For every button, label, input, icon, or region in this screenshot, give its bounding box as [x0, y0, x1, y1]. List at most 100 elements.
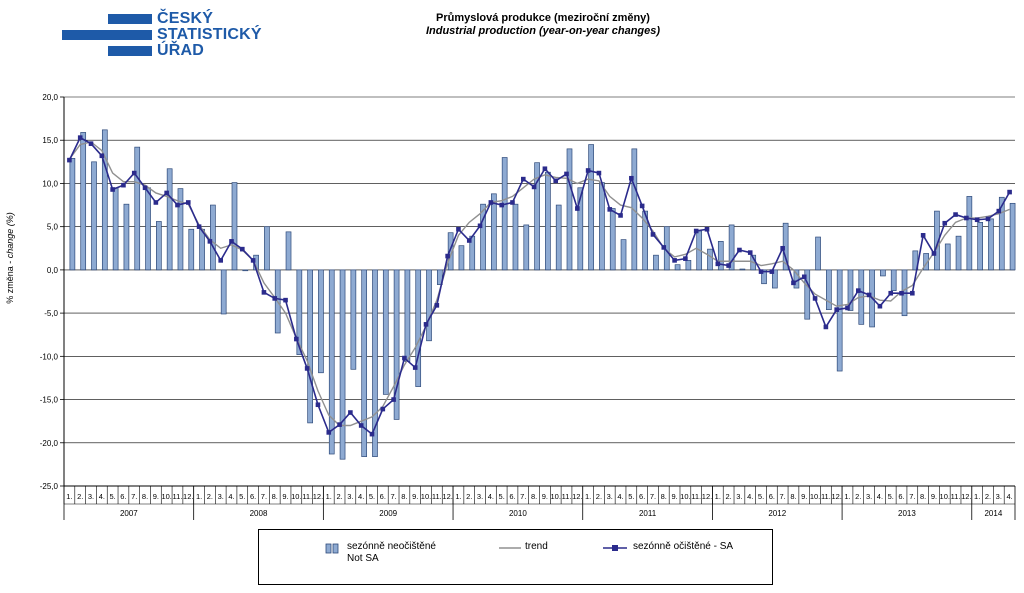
y-tick-label: -15,0 [40, 396, 59, 405]
month-label: 11. [691, 492, 701, 501]
sa-point [596, 170, 602, 176]
sa-point [920, 233, 926, 238]
bar-nsa [826, 269, 832, 311]
sa-point [726, 263, 731, 268]
sa-point [153, 200, 159, 205]
month-label: 1. [455, 492, 461, 501]
chart-legend: sezónně neočištěné Not SA trend sezónně … [258, 529, 773, 585]
legend-label-nsa-line1: sezónně neočištěné [347, 541, 436, 552]
sa-point [715, 261, 721, 267]
bar-nsa [491, 193, 497, 271]
sa-point [337, 422, 342, 427]
bar-nsa [339, 269, 346, 460]
month-label: 3. [477, 492, 483, 501]
month-label: 4. [228, 492, 234, 501]
sa-point [683, 256, 688, 261]
sa-point [823, 324, 829, 330]
bar-nsa [890, 269, 897, 291]
bar-nsa [555, 204, 562, 271]
bar-nsa [847, 269, 854, 311]
month-label: 4. [617, 492, 623, 501]
bar-nsa [880, 269, 886, 277]
sa-point [985, 216, 991, 222]
bar-nsa [393, 269, 400, 420]
sa-point [780, 245, 785, 251]
month-label: 11. [821, 492, 831, 501]
month-label: 3. [607, 492, 613, 501]
czso-logo: ČESKÝ STATISTICKÝ ÚŘAD [62, 10, 262, 60]
month-label: 2. [207, 492, 213, 501]
month-label: 3. [218, 492, 224, 501]
sa-point [553, 178, 559, 184]
sa-point [131, 170, 137, 176]
month-label: 4. [488, 492, 494, 501]
month-label: 3. [347, 492, 353, 501]
month-label: 1. [326, 492, 332, 501]
sa-point [402, 355, 407, 361]
sa-point [77, 135, 83, 140]
bar-nsa [923, 253, 929, 271]
month-label: 1. [974, 492, 980, 501]
bar-nsa [382, 269, 389, 395]
sa-point [942, 220, 948, 226]
chart-title-cz: Průmyslová produkce (meziroční změny) [436, 12, 650, 24]
y-tick-label: -10,0 [40, 352, 59, 361]
bar-nsa [631, 148, 638, 271]
bar-nsa [609, 208, 616, 271]
month-label: 7. [650, 492, 656, 501]
sa-point [542, 166, 548, 172]
month-label: 10. [291, 492, 301, 501]
sa-point [791, 280, 796, 286]
legend-swatch-trend [499, 547, 521, 549]
month-label: 11. [173, 492, 183, 501]
bar-nsa [328, 269, 335, 455]
sa-point [348, 410, 353, 415]
sa-point [629, 175, 634, 181]
month-label: 2. [336, 492, 342, 501]
bar-nsa [653, 254, 659, 271]
month-label: 12. [831, 492, 841, 501]
y-tick-label: -20,0 [40, 439, 59, 448]
month-label: 10. [680, 492, 690, 501]
month-label: 11. [951, 492, 961, 501]
month-label: 12. [702, 492, 712, 501]
sa-point [693, 228, 699, 234]
month-label: 7. [520, 492, 526, 501]
logo-text-line1: ČESKÝ [157, 10, 214, 27]
bar-nsa [447, 232, 454, 271]
month-label: 5. [758, 492, 764, 501]
sa-series [67, 135, 1012, 437]
bar-nsa [599, 182, 605, 271]
sa-point [358, 423, 364, 428]
month-label: 10. [550, 492, 560, 501]
bar-nsa [134, 146, 141, 271]
sa-point [618, 213, 623, 218]
year-label: 2013 [898, 509, 916, 518]
bar-nsa [372, 269, 378, 457]
sa-point [931, 251, 937, 256]
year-label: 2012 [768, 509, 786, 518]
month-label: 9. [282, 492, 288, 501]
month-label: 8. [401, 492, 407, 501]
month-label: 10. [810, 492, 820, 501]
month-label: 1. [66, 492, 72, 501]
bar-nsa [588, 144, 594, 271]
sa-point [283, 297, 288, 303]
bar-nsa [480, 203, 486, 271]
bar-nsa [264, 226, 270, 271]
bar-nsa [156, 221, 162, 271]
bar-nsa [685, 260, 692, 271]
bar-nsa [177, 188, 184, 271]
month-label: 9. [542, 492, 548, 501]
sa-point [110, 187, 115, 192]
month-label: 11. [432, 492, 442, 501]
month-label: 8. [531, 492, 537, 501]
sa-point [466, 238, 472, 243]
month-label: 7. [909, 492, 915, 501]
bar-nsa [977, 221, 983, 271]
bar-nsa [836, 269, 843, 372]
month-label: 6. [898, 492, 904, 501]
bar-nsa [415, 269, 422, 387]
month-label: 12. [961, 492, 971, 501]
bar-nsa [458, 245, 465, 271]
